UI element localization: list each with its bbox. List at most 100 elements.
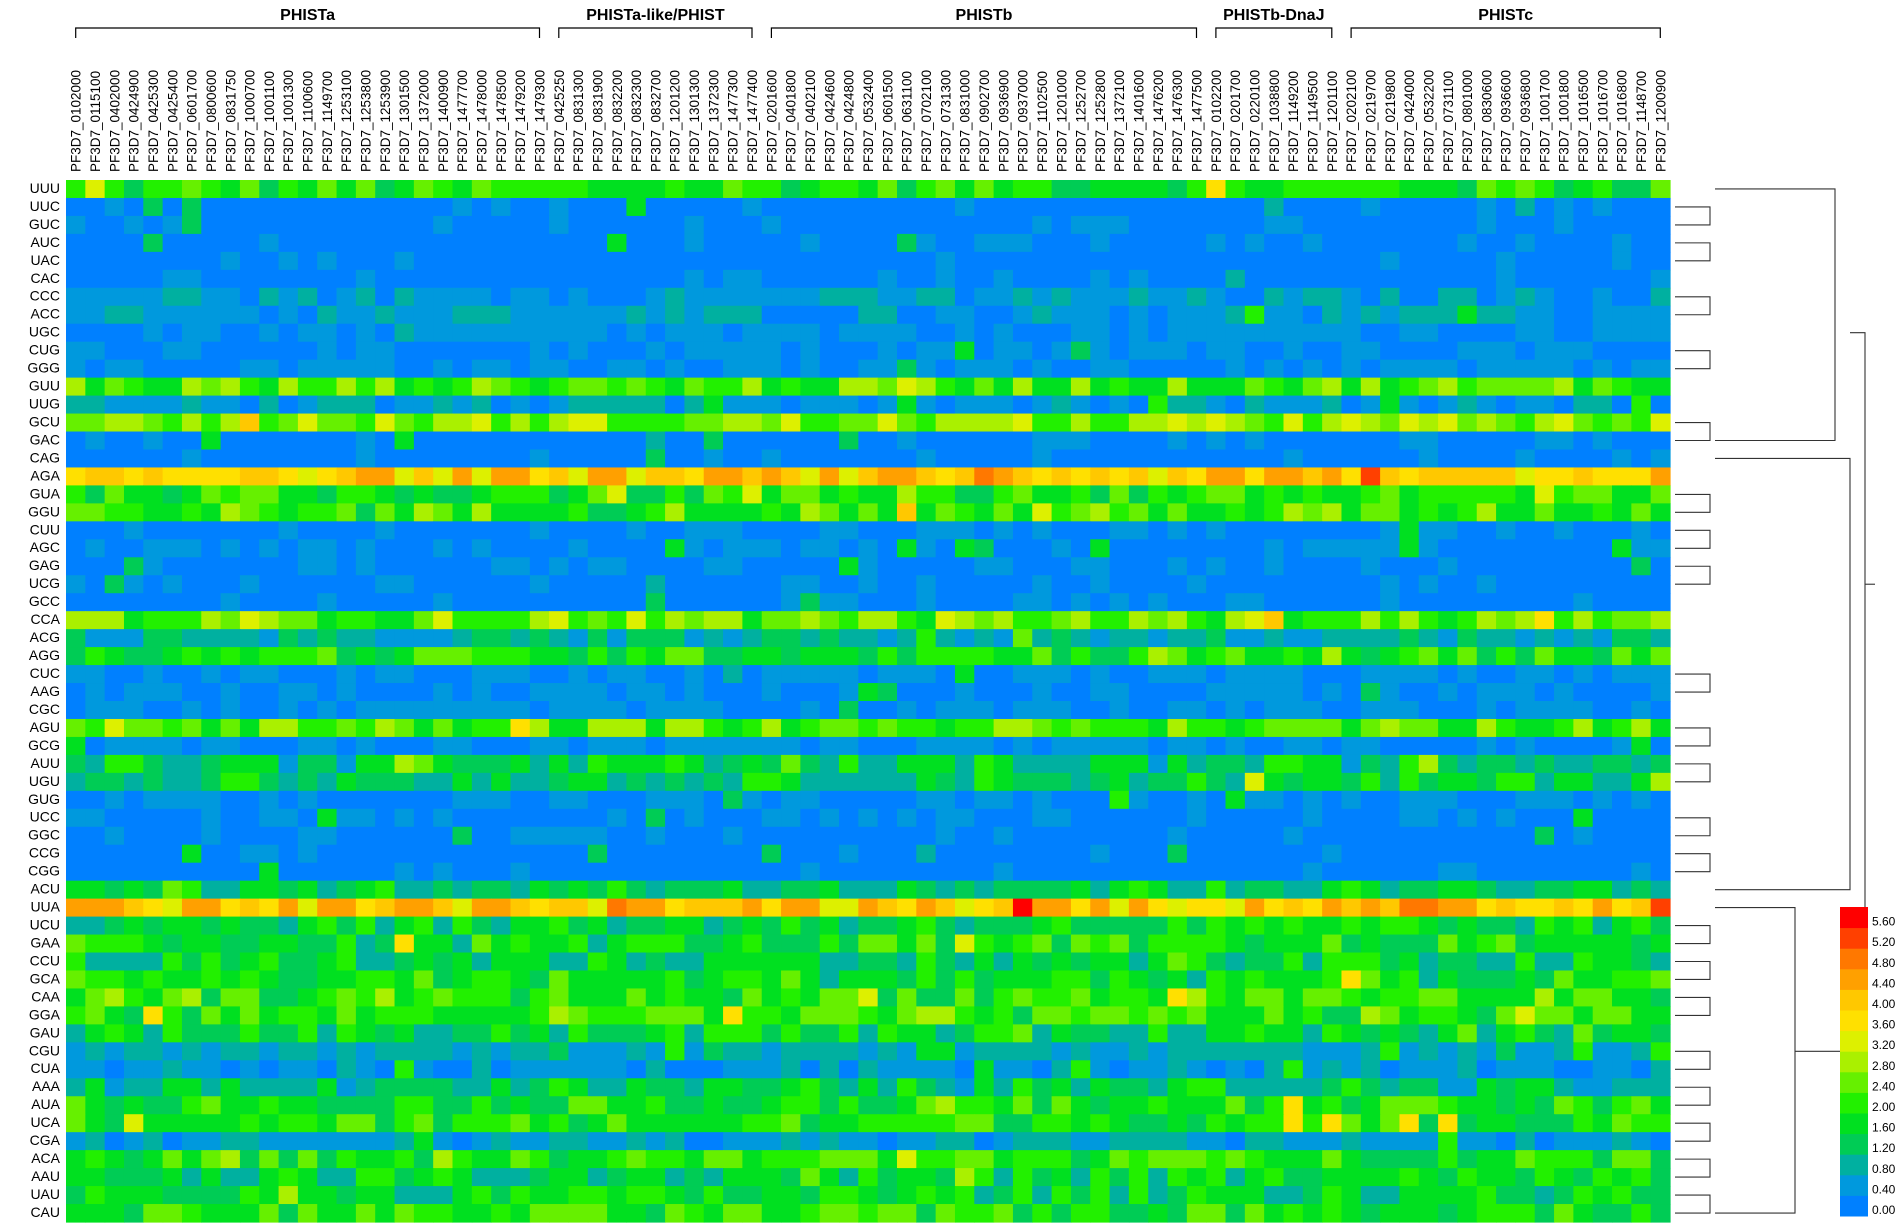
heatmap-cell: [1457, 305, 1478, 325]
heatmap-cell: [703, 269, 724, 289]
heatmap-cell: [471, 449, 492, 469]
heatmap-cell: [1109, 754, 1130, 774]
heatmap-cell: [1225, 180, 1246, 199]
heatmap-cell: [201, 180, 222, 199]
heatmap-cell: [1225, 1006, 1246, 1025]
heatmap-cell: [1399, 215, 1420, 235]
heatmap-cell: [1244, 736, 1265, 756]
heatmap-cell: [1573, 665, 1594, 684]
heatmap-cell: [162, 359, 183, 379]
heatmap-cell: [433, 215, 454, 235]
heatmap-cell: [800, 665, 821, 684]
heatmap-cell: [1360, 862, 1381, 882]
heatmap-cell: [1167, 413, 1188, 433]
column-label: PF3D7_1253100: [339, 70, 354, 172]
heatmap-cell: [1302, 1060, 1323, 1079]
heatmap-cell: [1592, 341, 1613, 361]
heatmap-cell: [723, 180, 743, 199]
heatmap-cell: [1109, 1132, 1130, 1151]
heatmap-cell: [1650, 701, 1671, 720]
heatmap-cell: [1283, 1096, 1304, 1115]
heatmap-cell: [1612, 1096, 1632, 1115]
heatmap-cell: [839, 233, 859, 253]
heatmap-cell: [1167, 359, 1188, 379]
heatmap-cell: [1225, 1186, 1246, 1205]
heatmap-cell: [278, 251, 299, 271]
dendrogram-branch: [1675, 1086, 1711, 1106]
heatmap-cell: [684, 593, 705, 612]
heatmap-cell: [607, 377, 628, 397]
heatmap-cell: [220, 1186, 241, 1205]
heatmap-cell: [587, 557, 608, 576]
heatmap-cell: [1360, 485, 1381, 504]
heatmap-cell: [510, 1042, 531, 1061]
heatmap-cell: [781, 647, 801, 666]
heatmap-cell: [1128, 1060, 1149, 1079]
heatmap-cell: [355, 790, 376, 810]
heatmap-cell: [587, 359, 608, 379]
heatmap-cell: [1612, 826, 1632, 846]
heatmap-cell: [336, 1186, 357, 1205]
heatmap-cell: [1360, 718, 1381, 738]
heatmap-cell: [1322, 790, 1343, 810]
row-label: AAU: [31, 1168, 60, 1184]
heatmap-cell: [703, 1186, 724, 1205]
heatmap-cell: [394, 323, 415, 343]
heatmap-cell: [974, 1150, 995, 1169]
heatmap-cell: [819, 1168, 840, 1187]
heatmap-cell: [239, 880, 260, 900]
heatmap-cell: [587, 898, 608, 918]
heatmap-cell: [433, 1006, 454, 1025]
heatmap-cell: [1496, 1078, 1516, 1097]
heatmap-cell: [1573, 988, 1594, 1008]
heatmap-cell: [143, 467, 164, 487]
dendrogram-branch: [1675, 1122, 1711, 1142]
heatmap-cell: [781, 557, 801, 576]
heatmap-cell: [1186, 1114, 1207, 1133]
heatmap-cell: [877, 826, 898, 846]
heatmap-cell: [1457, 629, 1478, 648]
heatmap-cell: [645, 808, 666, 828]
heatmap-cell: [607, 359, 628, 379]
heatmap-cell: [1399, 808, 1420, 828]
column-label: PF3D7_0401800: [784, 70, 799, 172]
heatmap-cell: [433, 197, 454, 217]
heatmap-cell: [1244, 988, 1265, 1008]
heatmap-cell: [1225, 736, 1246, 756]
heatmap-cell: [993, 539, 1014, 558]
column-label: PF3D7_1016500: [1576, 70, 1591, 172]
heatmap-cell: [123, 754, 144, 774]
heatmap-cell: [491, 1168, 512, 1187]
heatmap-cell: [201, 233, 222, 253]
heatmap-cell: [162, 341, 183, 361]
heatmap-cell: [1283, 988, 1304, 1008]
heatmap-cell: [1302, 665, 1323, 684]
heatmap-cell: [1032, 1186, 1053, 1205]
heatmap-cell: [607, 898, 628, 918]
heatmap-cell: [1496, 898, 1516, 918]
heatmap-cell: [375, 180, 396, 199]
heatmap-cell: [1070, 341, 1091, 361]
heatmap-cell: [123, 180, 144, 199]
heatmap-cell: [645, 269, 666, 289]
heatmap-cell: [626, 862, 647, 882]
heatmap-cell: [1070, 718, 1091, 738]
heatmap-cell: [1283, 718, 1304, 738]
heatmap-cell: [1128, 736, 1149, 756]
heatmap-cell: [1650, 233, 1671, 253]
heatmap-cell: [123, 557, 144, 576]
heatmap-cell: [1418, 467, 1439, 487]
heatmap-cell: [143, 826, 164, 846]
heatmap-cell: [1283, 305, 1304, 325]
heatmap-cell: [1012, 269, 1033, 289]
heatmap-cell: [858, 1042, 879, 1061]
heatmap-cell: [877, 485, 898, 504]
heatmap-cell: [1554, 449, 1574, 469]
heatmap-cell: [1090, 215, 1111, 235]
heatmap-cell: [297, 790, 318, 810]
heatmap-cell: [143, 970, 164, 990]
heatmap-cell: [1418, 1006, 1439, 1025]
heatmap-cell: [684, 647, 705, 666]
heatmap-cell: [1070, 1204, 1091, 1223]
heatmap-cell: [297, 862, 318, 882]
